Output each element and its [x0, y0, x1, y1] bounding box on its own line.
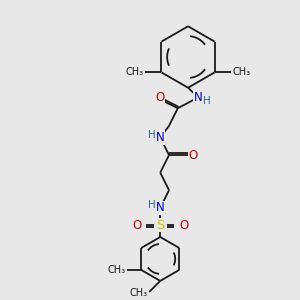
Text: CH₃: CH₃	[130, 289, 148, 298]
Text: O: O	[132, 219, 142, 232]
Text: N: N	[194, 91, 203, 104]
Text: CH₃: CH₃	[107, 265, 125, 275]
Text: H: H	[148, 200, 155, 210]
Text: O: O	[155, 92, 164, 104]
Text: N: N	[156, 131, 165, 144]
Text: H: H	[148, 130, 156, 140]
Text: O: O	[189, 148, 198, 161]
Text: H: H	[202, 96, 210, 106]
Text: N: N	[156, 201, 165, 214]
Text: O: O	[179, 219, 188, 232]
Text: CH₃: CH₃	[126, 68, 144, 77]
Text: CH₃: CH₃	[232, 68, 250, 77]
Text: S: S	[156, 219, 164, 232]
